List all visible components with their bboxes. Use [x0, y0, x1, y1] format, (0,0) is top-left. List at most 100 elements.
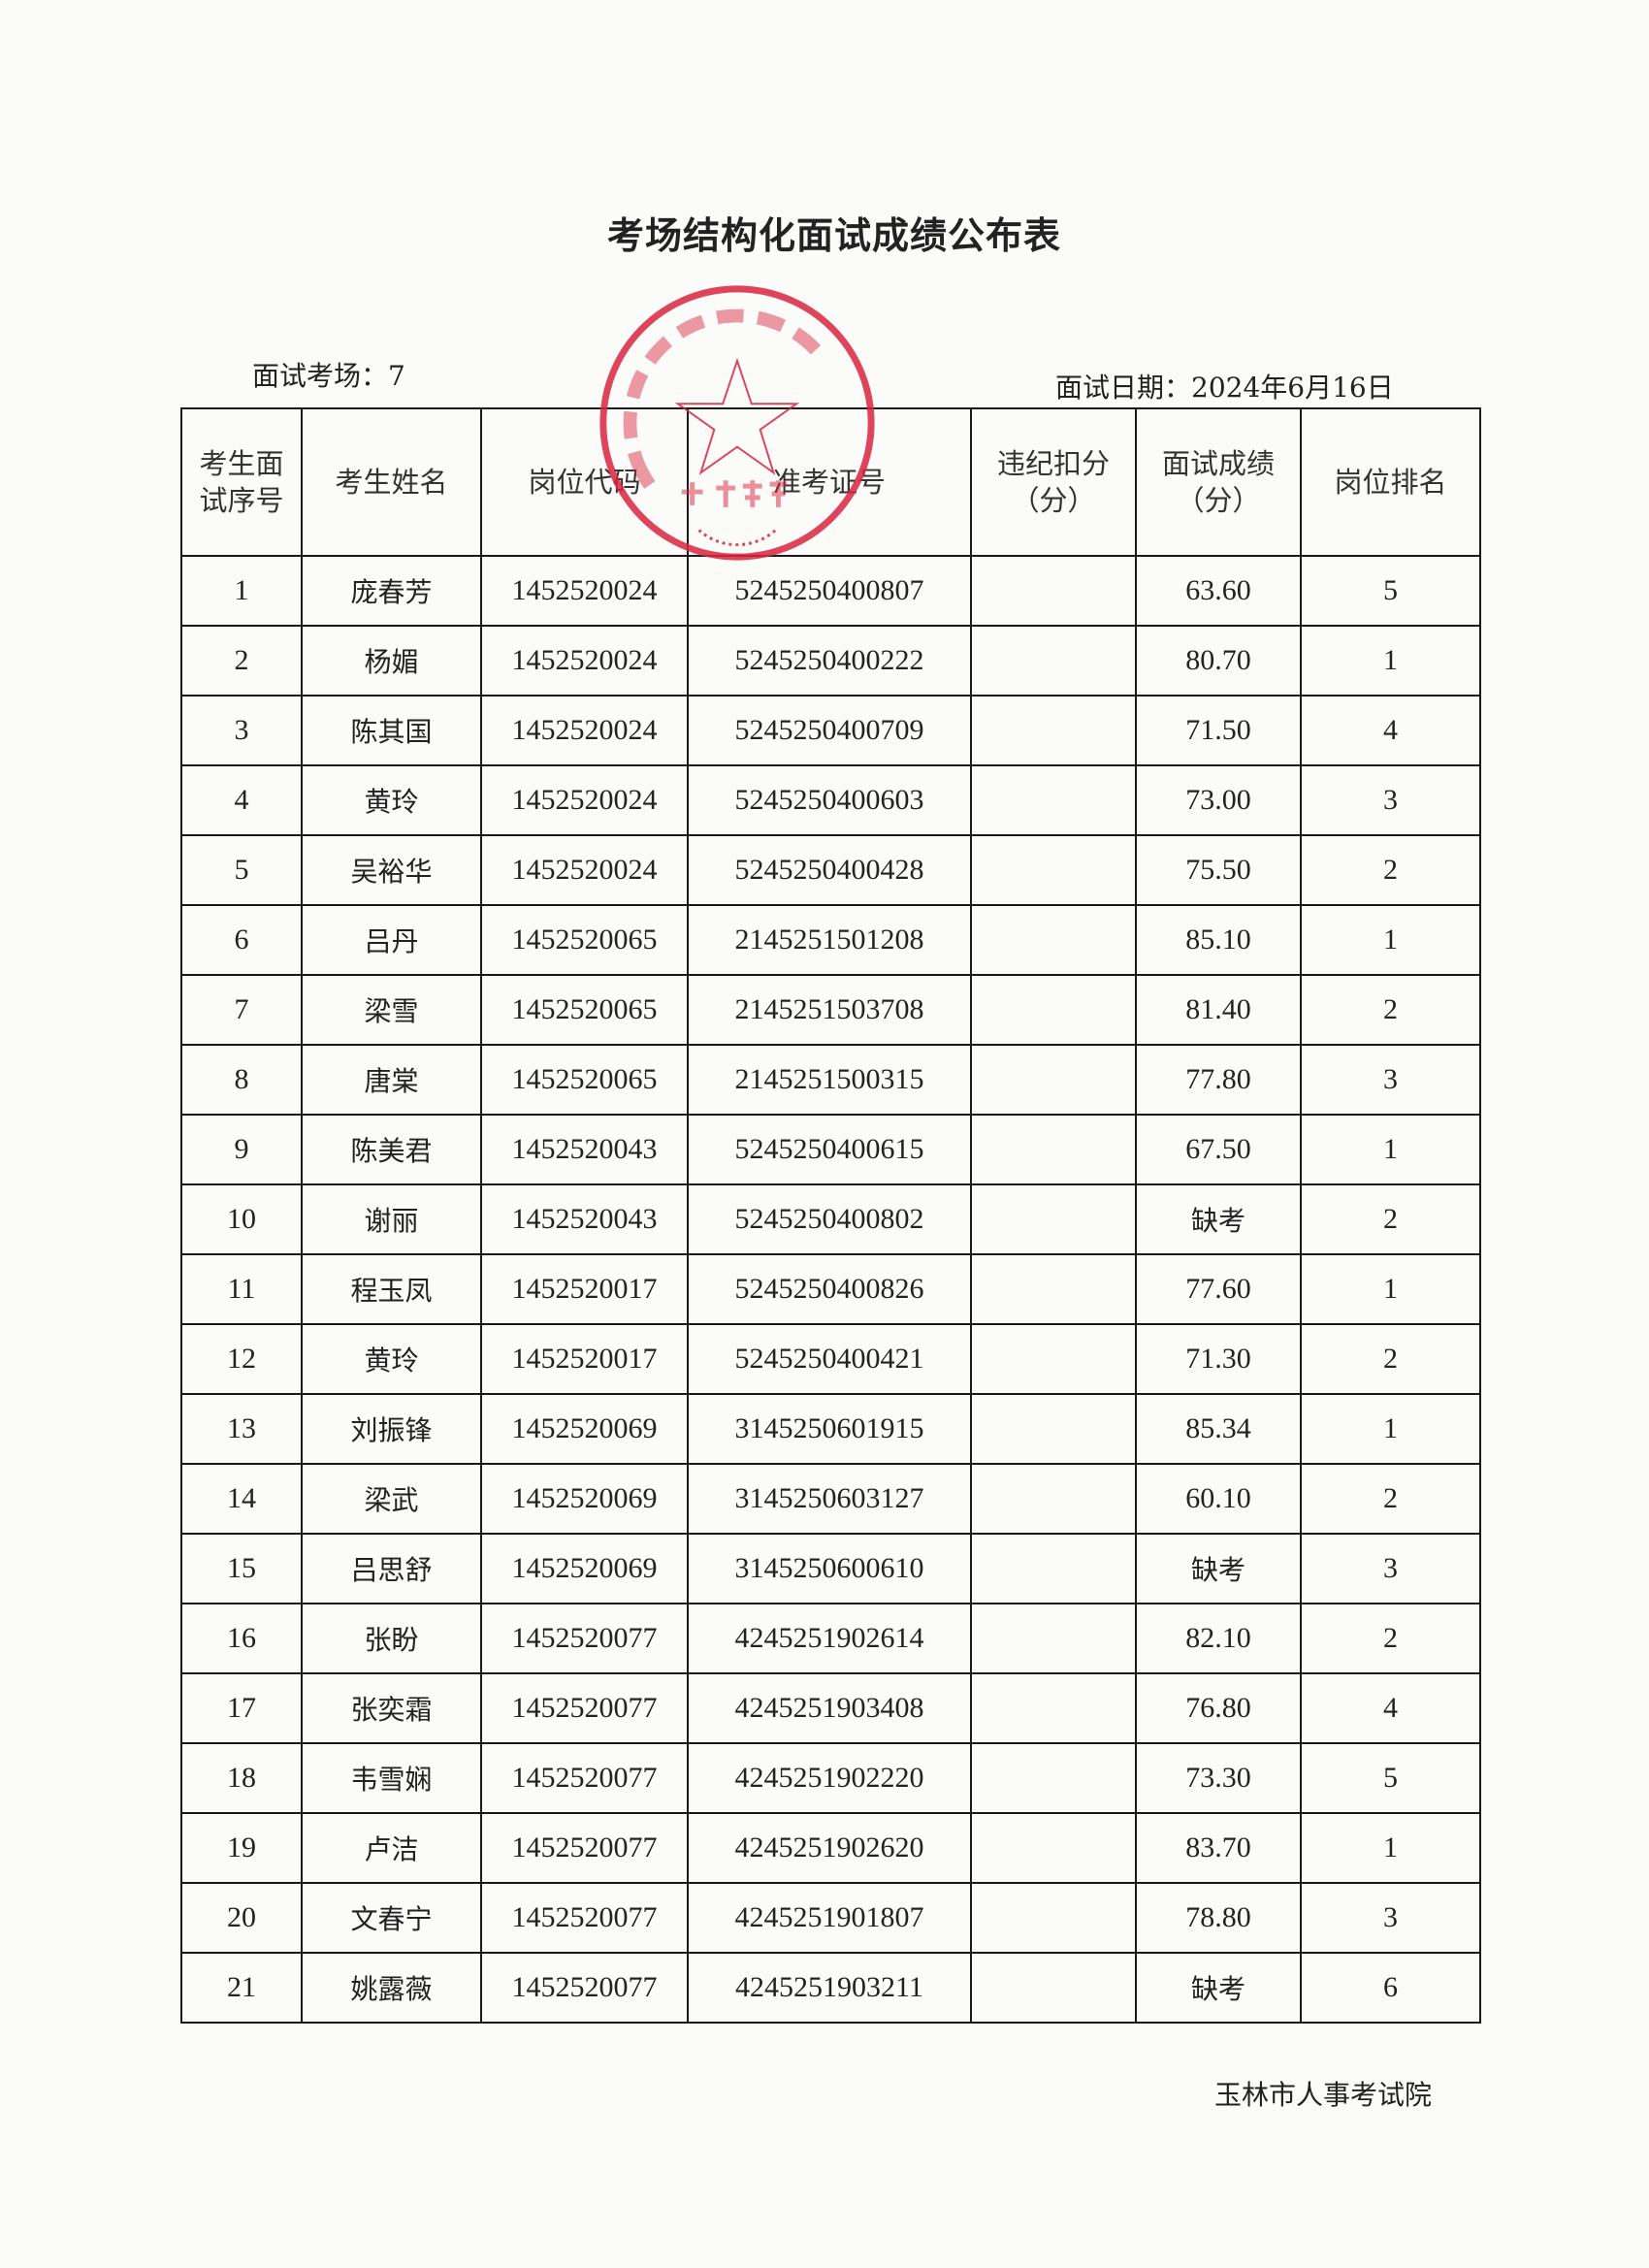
cell-deduction [970, 1183, 1137, 1255]
cell-seq: 19 [180, 1812, 303, 1884]
cell-ticket-no: 3145250600610 [687, 1533, 972, 1604]
header-deduction: 违纪扣分（分） [970, 407, 1137, 557]
cell-deduction [970, 974, 1137, 1046]
table-row: 8 唐棠 1452520065 2145251500315 77.80 3 [180, 1044, 1481, 1116]
cell-seq: 21 [180, 1952, 303, 2024]
cell-seq: 18 [180, 1742, 303, 1814]
cell-deduction [970, 1603, 1137, 1674]
cell-seq: 13 [180, 1393, 303, 1465]
cell-ticket-no: 3145250603127 [687, 1463, 972, 1535]
cell-post-code: 1452520069 [480, 1533, 689, 1604]
cell-score: 缺考 [1135, 1952, 1302, 2024]
cell-seq: 17 [180, 1672, 303, 1744]
cell-seq: 10 [180, 1183, 303, 1255]
cell-deduction [970, 834, 1137, 906]
cell-name: 杨媚 [301, 625, 482, 697]
cell-name: 文春宁 [301, 1882, 482, 1954]
cell-post-code: 1452520077 [480, 1952, 689, 2024]
cell-name: 吴裕华 [301, 834, 482, 906]
cell-seq: 8 [180, 1044, 303, 1116]
cell-ticket-no: 2145251500315 [687, 1044, 972, 1116]
document-title: 考场结构化面试成绩公布表 [606, 214, 1061, 257]
cell-post-code: 1452520077 [480, 1603, 689, 1674]
cell-seq: 9 [180, 1114, 303, 1185]
cell-deduction [970, 1253, 1137, 1325]
cell-rank: 1 [1300, 1812, 1481, 1884]
cell-seq: 7 [180, 974, 303, 1046]
cell-post-code: 1452520077 [480, 1812, 689, 1884]
cell-name: 卢洁 [301, 1812, 482, 1884]
cell-post-code: 1452520024 [480, 625, 689, 697]
cell-name: 刘振锋 [301, 1393, 482, 1465]
cell-name: 姚露薇 [301, 1952, 482, 2024]
cell-name: 吕思舒 [301, 1533, 482, 1604]
cell-score: 77.80 [1135, 1044, 1302, 1116]
cell-post-code: 1452520077 [480, 1672, 689, 1744]
cell-score: 77.60 [1135, 1253, 1302, 1325]
table-row: 13 刘振锋 1452520069 3145250601915 85.34 1 [180, 1393, 1481, 1465]
cell-score: 76.80 [1135, 1672, 1302, 1744]
cell-post-code: 1452520065 [480, 1044, 689, 1116]
header-seq: 考生面试序号 [180, 407, 303, 557]
cell-score: 85.34 [1135, 1393, 1302, 1465]
table-row: 3 陈其国 1452520024 5245250400709 71.50 4 [180, 695, 1481, 766]
cell-seq: 5 [180, 834, 303, 906]
table-row: 20 文春宁 1452520077 4245251901807 78.80 3 [180, 1882, 1481, 1954]
cell-post-code: 1452520077 [480, 1742, 689, 1814]
cell-rank: 1 [1300, 625, 1481, 697]
cell-seq: 14 [180, 1463, 303, 1535]
cell-score: 82.10 [1135, 1603, 1302, 1674]
table-row: 12 黄玲 1452520017 5245250400421 71.30 2 [180, 1323, 1481, 1395]
cell-name: 陈美君 [301, 1114, 482, 1185]
cell-seq: 11 [180, 1253, 303, 1325]
cell-ticket-no: 3145250601915 [687, 1393, 972, 1465]
cell-rank: 4 [1300, 1672, 1481, 1744]
cell-ticket-no: 4245251902220 [687, 1742, 972, 1814]
cell-deduction [970, 555, 1137, 627]
header-score: 面试成绩（分） [1135, 407, 1302, 557]
table-row: 16 张盼 1452520077 4245251902614 82.10 2 [180, 1603, 1481, 1674]
cell-seq: 20 [180, 1882, 303, 1954]
cell-deduction [970, 1952, 1137, 2024]
table-row: 17 张奕霜 1452520077 4245251903408 76.80 4 [180, 1672, 1481, 1744]
cell-post-code: 1452520024 [480, 764, 689, 836]
cell-seq: 15 [180, 1533, 303, 1604]
cell-ticket-no: 4245251902614 [687, 1603, 972, 1674]
table-row: 1 庞春芳 1452520024 5245250400807 63.60 5 [180, 555, 1481, 627]
cell-score: 63.60 [1135, 555, 1302, 627]
cell-ticket-no: 5245250400807 [687, 555, 972, 627]
cell-score: 85.10 [1135, 904, 1302, 976]
venue-label: 面试考场：7 [252, 360, 405, 392]
table-row: 6 吕丹 1452520065 2145251501208 85.10 1 [180, 904, 1481, 976]
cell-post-code: 1452520017 [480, 1253, 689, 1325]
cell-rank: 2 [1300, 1183, 1481, 1255]
table-header-row: 考生面试序号 考生姓名 岗位代码 准考证号 违纪扣分（分） 面试成绩（分） 岗位… [180, 407, 1481, 557]
cell-score: 71.50 [1135, 695, 1302, 766]
cell-post-code: 1452520069 [480, 1463, 689, 1535]
score-table: 考生面试序号 考生姓名 岗位代码 准考证号 违纪扣分（分） 面试成绩（分） 岗位… [180, 407, 1481, 2024]
cell-name: 张奕霜 [301, 1672, 482, 1744]
cell-ticket-no: 5245250400428 [687, 834, 972, 906]
cell-name: 唐棠 [301, 1044, 482, 1116]
cell-deduction [970, 1323, 1137, 1395]
table-row: 7 梁雪 1452520065 2145251503708 81.40 2 [180, 974, 1481, 1046]
table-row: 5 吴裕华 1452520024 5245250400428 75.50 2 [180, 834, 1481, 906]
cell-name: 张盼 [301, 1603, 482, 1674]
cell-seq: 4 [180, 764, 303, 836]
cell-score: 缺考 [1135, 1533, 1302, 1604]
cell-rank: 3 [1300, 1882, 1481, 1954]
cell-ticket-no: 5245250400802 [687, 1183, 972, 1255]
cell-rank: 6 [1300, 1952, 1481, 2024]
cell-rank: 4 [1300, 695, 1481, 766]
cell-name: 黄玲 [301, 1323, 482, 1395]
cell-name: 程玉凤 [301, 1253, 482, 1325]
cell-seq: 2 [180, 625, 303, 697]
header-post-code: 岗位代码 [480, 407, 689, 557]
cell-score: 73.00 [1135, 764, 1302, 836]
cell-ticket-no: 2145251501208 [687, 904, 972, 976]
cell-score: 缺考 [1135, 1183, 1302, 1255]
cell-deduction [970, 764, 1137, 836]
cell-name: 吕丹 [301, 904, 482, 976]
cell-post-code: 1452520069 [480, 1393, 689, 1465]
cell-ticket-no: 4245251902620 [687, 1812, 972, 1884]
